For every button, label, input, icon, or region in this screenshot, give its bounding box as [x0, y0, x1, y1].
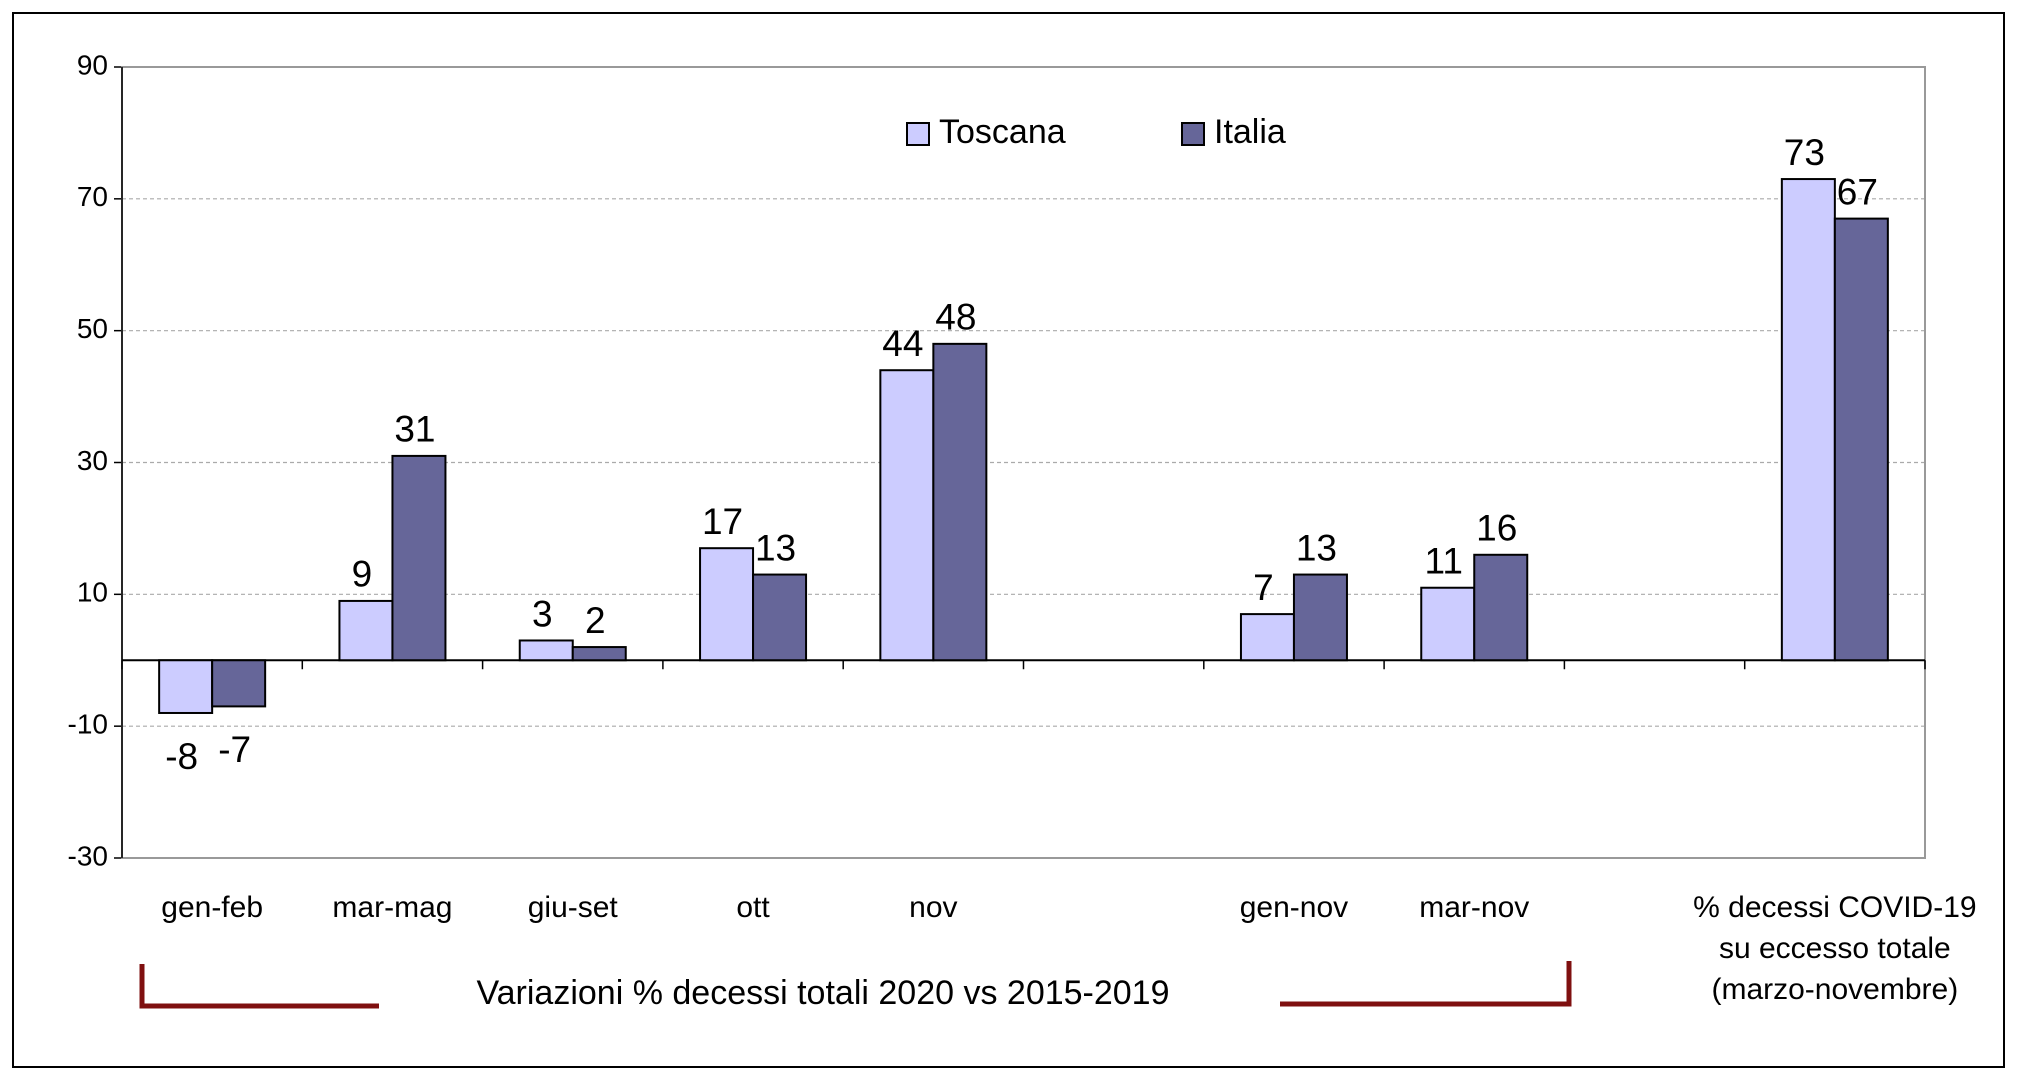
bar [699, 547, 755, 662]
data-label: 2 [585, 600, 606, 641]
frame [12, 12, 2005, 1068]
data-label: 9 [352, 554, 373, 595]
bar [338, 599, 394, 662]
y-tick-label: 30 [77, 445, 108, 476]
bar [158, 659, 214, 714]
legend-swatch [906, 122, 930, 146]
x-tick-label: mar-mag [332, 891, 453, 924]
bracket-left [139, 964, 379, 1009]
data-label: 67 [1837, 171, 1878, 212]
data-label: 73 [1784, 132, 1825, 173]
bar [1780, 178, 1836, 662]
data-label: 11 [1425, 541, 1463, 582]
legend-label: Italia [1214, 113, 1286, 151]
y-tick-label: 70 [77, 181, 108, 212]
data-label: -8 [165, 736, 198, 777]
legend-label: Toscana [939, 113, 1066, 151]
x-tick-label: % decessi COVID-19 su eccesso totale (ma… [1693, 891, 1977, 1006]
data-label: 7 [1253, 567, 1274, 608]
bar [391, 454, 447, 662]
bar [1239, 613, 1295, 662]
bar [1420, 586, 1476, 662]
bar [1473, 553, 1529, 662]
data-label: 48 [935, 297, 976, 338]
x-tick-label: gen-nov [1239, 891, 1349, 924]
bar [1833, 217, 1889, 662]
x-tick-label: ott [736, 891, 770, 924]
y-tick-label: 10 [77, 577, 108, 608]
y-tick-label: -10 [68, 709, 108, 740]
bar [1292, 573, 1348, 662]
data-label: -7 [218, 729, 251, 770]
data-label: 3 [532, 593, 553, 634]
data-label: 31 [394, 409, 435, 450]
bar [752, 573, 808, 662]
bracket-right [1280, 961, 1572, 1007]
data-label: 16 [1476, 508, 1517, 549]
data-label: 13 [755, 527, 796, 568]
y-tick-label: -30 [68, 840, 108, 871]
bar [211, 659, 267, 708]
x-tick-label: giu-set [527, 891, 618, 924]
y-tick-label: 50 [77, 313, 108, 344]
bar [879, 369, 935, 662]
x-tick-label: nov [909, 891, 958, 924]
data-label: 17 [702, 501, 743, 542]
annotation: Variazioni % decessi totali 2020 vs 2015… [476, 974, 1169, 1012]
bar [932, 342, 988, 662]
legend-swatch [1181, 122, 1205, 146]
bar [571, 646, 627, 662]
bar [518, 639, 574, 662]
y-tick-label: 90 [77, 49, 108, 80]
x-tick-label: gen-feb [161, 891, 264, 924]
data-label: 13 [1296, 527, 1337, 568]
x-tick-label: mar-nov [1419, 891, 1530, 924]
data-label: 44 [882, 323, 923, 364]
